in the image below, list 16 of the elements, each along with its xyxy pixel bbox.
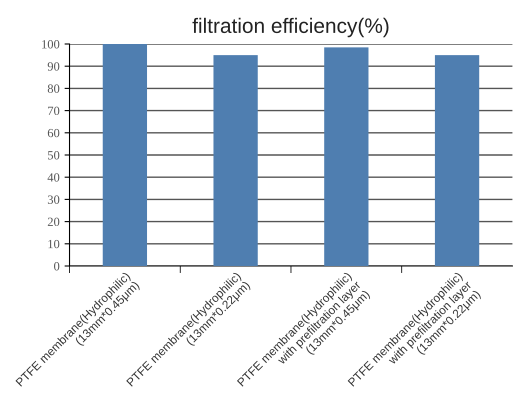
bar — [434, 55, 480, 266]
chart-title: filtration efficiency(%) — [192, 18, 388, 38]
y-tick-label: 20 — [48, 218, 60, 226]
y-tick-label: 10 — [48, 240, 60, 248]
y-tick-label: 0 — [54, 262, 60, 270]
y-tick-label: 50 — [48, 151, 60, 160]
y-tick-label: 90 — [48, 62, 60, 71]
bar — [102, 44, 148, 266]
y-tick-label: 40 — [48, 173, 60, 182]
bar — [213, 55, 258, 266]
y-tick-label: 100 — [42, 40, 60, 48]
y-tick-label: 80 — [48, 84, 60, 93]
y-tick-label: 30 — [48, 195, 60, 204]
y-tick-label: 60 — [48, 128, 60, 138]
y-tick-label: 70 — [48, 106, 60, 116]
bar — [324, 47, 368, 266]
